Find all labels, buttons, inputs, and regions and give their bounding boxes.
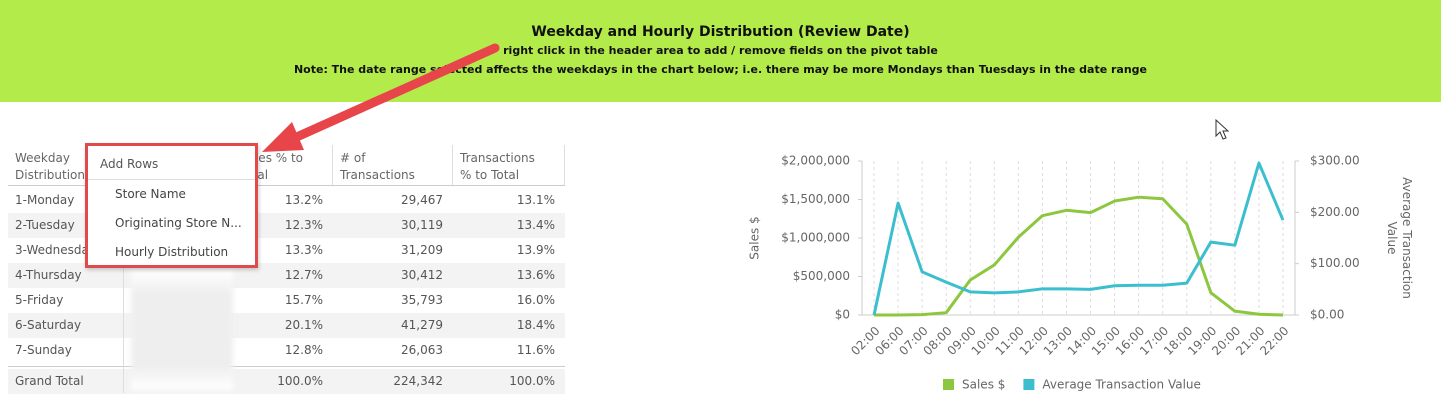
column-header: Transactions % to Total bbox=[453, 145, 565, 185]
column-header-text: # of Transactions bbox=[340, 151, 415, 182]
menu-title: Add Rows bbox=[100, 157, 159, 171]
y2-axis-label: Average TransactionValue bbox=[1386, 177, 1415, 299]
column-header: Weekday Distribution bbox=[8, 145, 123, 185]
column-header-text: Weekday Distribution bbox=[15, 151, 86, 182]
menu-item[interactable]: Store Name bbox=[115, 187, 186, 201]
y-tick-label: $2,000,000 bbox=[781, 154, 850, 168]
menu-separator bbox=[88, 179, 255, 180]
header-banner: Weekday and Hourly Distribution (Review … bbox=[0, 0, 1441, 102]
table-cell: 26,063 bbox=[401, 343, 443, 357]
table-cell: 11.6% bbox=[516, 343, 555, 357]
y2-tick-label: $0.00 bbox=[1310, 308, 1344, 322]
table-cell: 13.1% bbox=[516, 193, 555, 207]
y-tick-label: $500,000 bbox=[793, 269, 850, 283]
y-tick-label: $0 bbox=[835, 308, 850, 322]
table-cell: Grand Total bbox=[15, 374, 84, 388]
total-rule bbox=[8, 366, 565, 367]
menu-item[interactable]: Originating Store N... bbox=[115, 216, 242, 230]
table-cell: 4-Thursday bbox=[15, 268, 82, 282]
table-cell: 13.2% bbox=[284, 193, 323, 207]
blurred-column bbox=[131, 270, 233, 390]
table-cell: 35,793 bbox=[401, 293, 443, 307]
table-cell: 41,279 bbox=[401, 318, 443, 332]
y-tick-label: $1,500,000 bbox=[781, 192, 850, 206]
column-divider bbox=[123, 185, 124, 393]
table-cell: 20.1% bbox=[284, 318, 323, 332]
table-cell: 15.7% bbox=[284, 293, 323, 307]
y2-tick-label: $200.00 bbox=[1310, 205, 1360, 219]
table-cell: 30,412 bbox=[401, 268, 443, 282]
y-axis-label: Sales $ bbox=[748, 216, 762, 259]
table-cell: 12.3% bbox=[284, 218, 323, 232]
table-cell: 12.8% bbox=[284, 343, 323, 357]
table-cell: 13.6% bbox=[516, 268, 555, 282]
table-cell: 13.4% bbox=[516, 218, 555, 232]
legend-swatch bbox=[1023, 379, 1035, 390]
legend-label: Average Transaction Value bbox=[1042, 378, 1201, 392]
table-cell: 2-Tuesday bbox=[15, 218, 75, 232]
row-shade bbox=[8, 369, 565, 394]
legend-swatch bbox=[943, 379, 954, 390]
series-line bbox=[872, 161, 1285, 316]
table-cell: 100.0% bbox=[509, 374, 555, 388]
table-cell: 29,467 bbox=[401, 193, 443, 207]
y2-tick-label: $300.00 bbox=[1310, 154, 1360, 168]
table-cell: 13.3% bbox=[284, 243, 323, 257]
row-shade bbox=[8, 313, 565, 338]
table-cell: 30,119 bbox=[401, 218, 443, 232]
header-hint: right click in the header area to add / … bbox=[503, 44, 938, 57]
table-cell: 31,209 bbox=[401, 243, 443, 257]
column-header: # of Transactions bbox=[333, 145, 453, 185]
table-cell: 16.0% bbox=[516, 293, 555, 307]
menu-item[interactable]: Hourly Distribution bbox=[115, 245, 229, 259]
table-cell: 3-Wednesday bbox=[15, 243, 96, 257]
header-rule bbox=[8, 185, 565, 186]
header-note: Note: The date range selected affects th… bbox=[293, 63, 1148, 76]
y2-tick-label: $100.00 bbox=[1310, 256, 1360, 270]
table-cell: 13.9% bbox=[516, 243, 555, 257]
series-line bbox=[874, 195, 1284, 317]
table-cell: 224,342 bbox=[393, 374, 443, 388]
table-cell: 100.0% bbox=[277, 374, 323, 388]
header-title: Weekday and Hourly Distribution (Review … bbox=[531, 24, 910, 40]
legend-label: Sales $ bbox=[962, 378, 1005, 392]
table-cell: 7-Sunday bbox=[15, 343, 72, 357]
chart: 02:0006:0007:0008:0009:0010:0011:0012:00… bbox=[748, 154, 1415, 392]
table-cell: 1-Monday bbox=[15, 193, 75, 207]
table-cell: 5-Friday bbox=[15, 293, 64, 307]
table-cell: 12.7% bbox=[284, 268, 323, 282]
column-header-text: Transactions % to Total bbox=[460, 151, 535, 182]
table-cell: 18.4% bbox=[516, 318, 555, 332]
y-tick-label: $1,000,000 bbox=[781, 231, 850, 245]
context-menu[interactable]: Add Rows Store Name Originating Store N.… bbox=[85, 143, 258, 268]
table-cell: 6-Saturday bbox=[15, 318, 82, 332]
